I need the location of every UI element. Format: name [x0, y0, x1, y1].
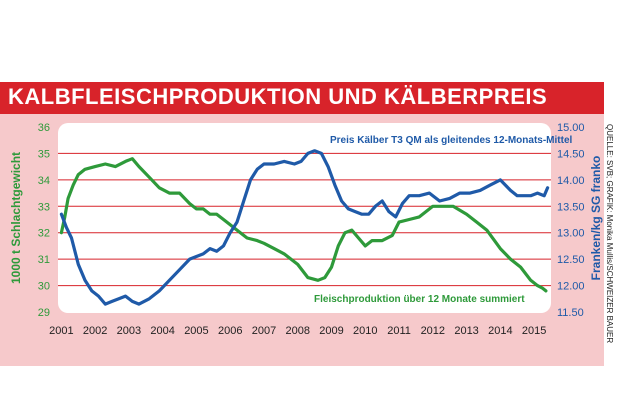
green-series-label: Fleischproduktion über 12 Monate summier…	[314, 294, 525, 305]
x-tick-label: 2014	[488, 325, 512, 337]
x-tick-label: 2003	[117, 325, 141, 337]
x-tick-label: 2005	[184, 325, 208, 337]
x-tick-label: 2011	[387, 325, 411, 337]
grid	[58, 152, 551, 287]
left-tick-label: 33	[38, 201, 50, 213]
left-tick-label: 36	[38, 122, 50, 134]
left-tick-label: 29	[38, 307, 50, 319]
x-tick-label: 2010	[353, 325, 377, 337]
left-tick-label: 31	[38, 254, 50, 266]
left-axis-ticks: 29 30 31 32 33 34 35 36	[38, 122, 50, 319]
left-tick-label: 30	[38, 281, 50, 293]
x-axis-ticks: 2001 2002 2003 2004 2005 2006 2007 2008 2009 2010…	[49, 325, 546, 337]
right-tick-label: 12.00	[557, 281, 585, 293]
green-production-line	[59, 157, 548, 293]
right-tick-label: 15.00	[557, 122, 585, 134]
x-tick-label: 2006	[218, 325, 242, 337]
right-tick-label: 13.00	[557, 228, 585, 240]
x-tick-label: 2013	[454, 325, 478, 337]
source-credit: QUELLE: SVB; GRAFIK: Monika Mullis/SCHWE…	[605, 124, 614, 344]
chart-title: KALBFLEISCHPRODUKTION UND KÄLBERPREIS	[8, 84, 548, 109]
left-axis-label: 1000 t Schlachtgewicht	[9, 152, 23, 284]
right-axis-label: Franken/kg SG franko	[589, 156, 603, 281]
x-tick-label: 2002	[83, 325, 107, 337]
right-tick-label: 12.50	[557, 254, 585, 266]
series-lines	[59, 149, 550, 306]
left-tick-label: 35	[38, 148, 50, 160]
x-tick-label: 2004	[150, 325, 174, 337]
plot-area	[58, 123, 551, 313]
x-tick-label: 2001	[49, 325, 73, 337]
right-tick-label: 11.50	[557, 307, 584, 319]
right-axis-ticks: 11.50 12.00 12.50 13.00 13.50 14.00 14.50 15.00	[557, 122, 585, 319]
blue-price-line	[59, 149, 550, 306]
right-tick-label: 14.00	[557, 175, 585, 187]
title-bar: KALBFLEISCHPRODUKTION UND KÄLBERPREIS	[0, 82, 604, 114]
x-tick-label: 2015	[522, 325, 546, 337]
x-tick-label: 2007	[252, 325, 276, 337]
left-tick-label: 34	[38, 175, 50, 187]
x-tick-label: 2012	[421, 325, 445, 337]
x-tick-label: 2008	[286, 325, 310, 337]
right-tick-label: 13.50	[557, 201, 585, 213]
left-tick-label: 32	[38, 228, 50, 240]
x-tick-label: 2009	[319, 325, 343, 337]
blue-series-label: Preis Kälber T3 QM als gleitendes 12-Mon…	[330, 135, 573, 146]
right-tick-label: 14.50	[557, 148, 585, 160]
